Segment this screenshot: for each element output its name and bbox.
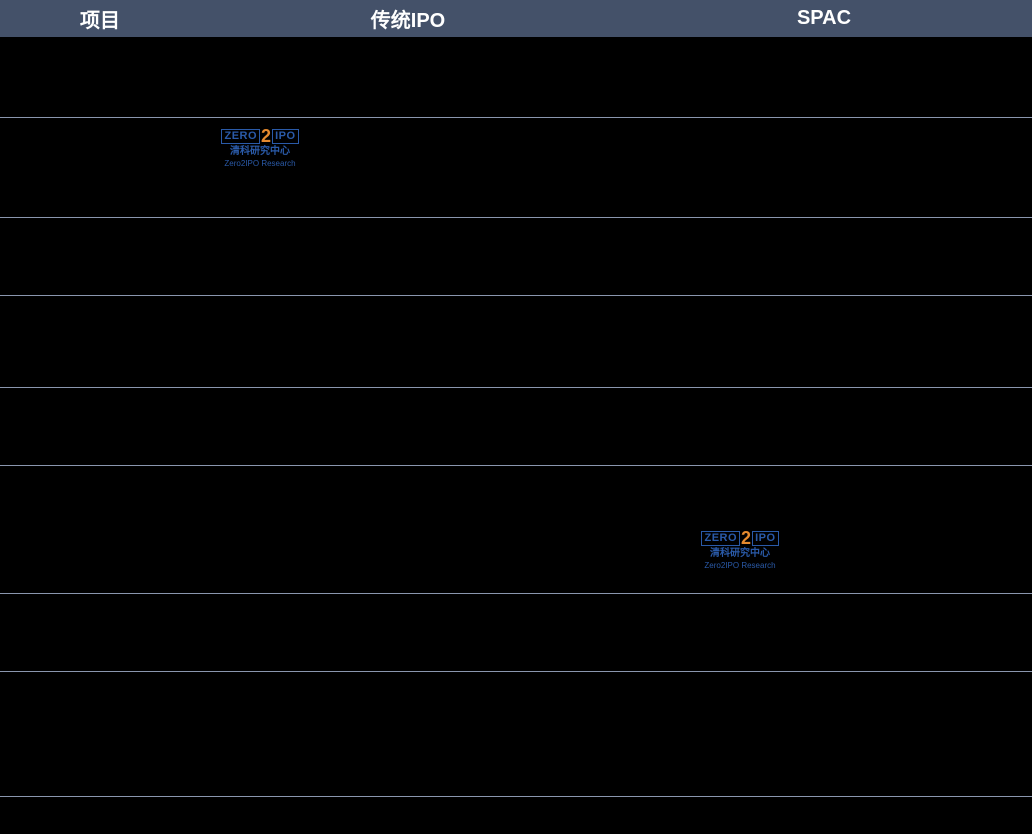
- table-row: [0, 465, 1032, 593]
- col-header-item: 项目: [0, 0, 200, 37]
- comparison-table: 项目 传统IPO SPAC: [0, 0, 1032, 797]
- table-row: [0, 387, 1032, 465]
- table-row: [0, 295, 1032, 387]
- table-row: [0, 117, 1032, 217]
- col-header-spac: SPAC: [616, 0, 1032, 37]
- table-row: [0, 593, 1032, 671]
- table-body: [0, 37, 1032, 796]
- col-header-ipo: 传统IPO: [200, 0, 616, 37]
- table-row: [0, 671, 1032, 796]
- table-row: [0, 37, 1032, 117]
- table-header-row: 项目 传统IPO SPAC: [0, 0, 1032, 37]
- table-row: [0, 217, 1032, 295]
